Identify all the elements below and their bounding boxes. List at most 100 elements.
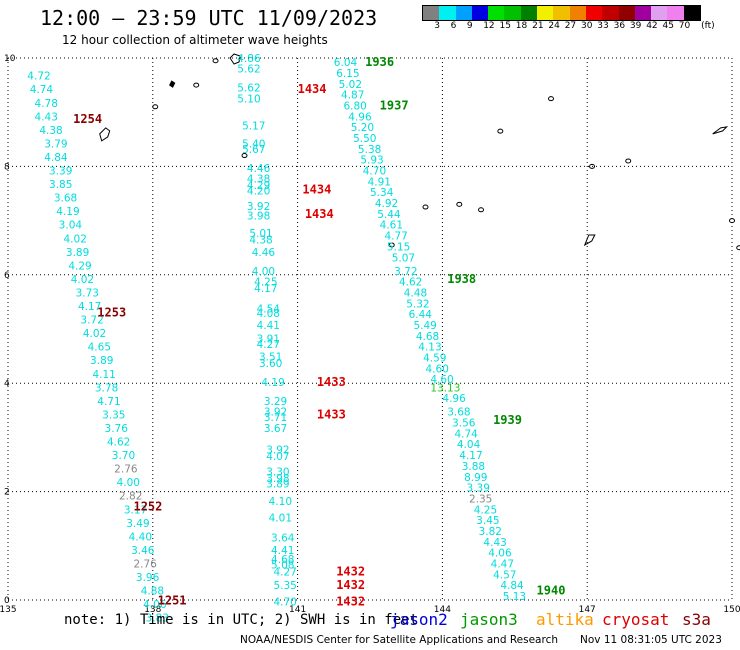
wave-height-value: 4.25 [474, 504, 497, 516]
pass-time-label: 1252 [133, 500, 162, 514]
wave-height-value: 3.70 [112, 450, 135, 462]
legend-tick-label: 15 [499, 21, 511, 31]
wave-height-value: 3.49 [126, 518, 149, 530]
wave-height-value: 4.06 [143, 599, 167, 611]
wave-height-value: 4.17 [78, 301, 101, 313]
wave-height-value: 4.74 [454, 428, 478, 440]
wave-height-value: 5.32 [406, 298, 429, 310]
island-outline [388, 242, 395, 248]
wave-height-value: 4.62 [107, 437, 130, 449]
wave-height-value: 5.40 [242, 138, 265, 150]
satellite-jason3: jason3 [460, 610, 518, 629]
x-tick-label: 135 [0, 605, 17, 615]
wave-height-value: 4.27 [257, 339, 280, 351]
wave-height-value: 3.72 [80, 315, 103, 327]
wave-height-value: 4.88 [141, 586, 164, 598]
legend-swatch-10 [585, 6, 603, 20]
wave-height-value: 3.89 [266, 478, 289, 490]
legend-swatch-16 [683, 6, 701, 20]
legend-swatch-4 [488, 6, 505, 20]
wave-height-value: 4.91 [368, 176, 391, 188]
pass-time-label: 1433 [317, 407, 346, 421]
timestamp: Nov 11 08:31:05 UTC 2023 [580, 634, 722, 646]
pass-time-label: 1939 [493, 413, 522, 427]
satellite-s3a: s3a [682, 610, 711, 629]
wave-height-value: 4.60 [426, 363, 449, 375]
wave-height-value: 6.15 [336, 68, 359, 80]
legend-tick-label: 45 [662, 21, 674, 31]
wave-height-value: 3.89 [90, 355, 113, 367]
wave-height-value: 3.76 [105, 423, 129, 435]
wave-height-value: 4.41 [257, 320, 280, 332]
island-outline [548, 96, 554, 102]
island-outline [583, 234, 596, 247]
pass-time-label: 1940 [537, 584, 566, 598]
wave-height-value: 3.71 [264, 412, 287, 424]
wave-height-value: 5.07 [392, 252, 415, 264]
color-scale-legend [422, 5, 702, 21]
legend-swatch-2 [455, 6, 472, 20]
y-tick-label: 10 [4, 54, 16, 64]
island-outline [99, 127, 111, 142]
wave-height-value: 3.35 [102, 409, 125, 421]
island-outline [212, 58, 219, 64]
y-tick-label: 2 [4, 488, 10, 498]
wave-height-value: 5.38 [358, 144, 381, 156]
wave-height-value: 4.59 [423, 353, 446, 365]
wave-height-value: 3.89 [66, 247, 89, 259]
legend-swatch-1 [439, 6, 456, 20]
wave-height-value: 5.62 [237, 64, 260, 76]
wave-height-value: 13.13 [430, 382, 460, 394]
wave-height-value: 6.44 [409, 309, 433, 321]
wave-height-value: 4.60 [430, 374, 453, 386]
wave-height-value: 3.64 [271, 532, 295, 544]
wave-height-value: 4.62 [399, 277, 422, 289]
island-outline [229, 53, 241, 65]
wave-height-value: 4.65 [88, 342, 111, 354]
wave-height-value: 3.68 [54, 193, 77, 205]
wave-height-value: 5.93 [360, 155, 383, 167]
island-outline [712, 126, 729, 135]
wave-height-value: 3.79 [44, 138, 67, 150]
wave-height-value: 3.17 [124, 504, 147, 516]
y-tick-label: 4 [4, 379, 10, 389]
island-outline [589, 163, 596, 169]
wave-height-value: 4.10 [269, 496, 292, 508]
wave-height-value: 4.25 [254, 277, 277, 289]
wave-height-value: 4.04 [457, 439, 481, 451]
wave-height-value: 4.48 [404, 287, 427, 299]
y-tick-label: 0 [4, 596, 10, 606]
legend-tick-label: 12 [483, 21, 495, 31]
wave-height-value: 4.02 [71, 274, 94, 286]
wave-height-value: 4.68 [271, 554, 294, 566]
legend-swatch-3 [471, 6, 489, 20]
wave-height-value: 4.17 [254, 283, 277, 295]
legend-swatch-15 [667, 6, 684, 20]
wave-height-value: 4.46 [247, 163, 271, 175]
legend-tick-label: 21 [532, 21, 544, 31]
wave-height-value: 4.00 [252, 266, 275, 278]
wave-height-value: 3.92 [266, 445, 289, 457]
wave-height-value: 4.08 [257, 308, 280, 320]
wave-height-value: 3.45 [476, 515, 499, 527]
legend-tick-label: 6 [450, 21, 457, 31]
wave-height-value: 4.41 [271, 545, 294, 557]
wave-height-value: 2.76 [114, 464, 138, 476]
island-outline [736, 245, 740, 251]
x-tick-label: 141 [289, 605, 306, 615]
pass-time-label: 1253 [97, 306, 126, 320]
legend-tick-label: 70 [678, 21, 691, 31]
wave-height-value: 4.19 [261, 377, 284, 389]
legend-swatch-6 [520, 6, 538, 20]
page-title: 12:00 — 23:59 UTC 11/09/2023 [40, 6, 378, 30]
pass-time-label: 1936 [365, 55, 394, 69]
pass-time-label: 1434 [302, 183, 331, 197]
pass-time-label: 1938 [447, 272, 476, 286]
legend-tick-label: 36 [613, 21, 626, 31]
wave-height-value: 5.08 [271, 560, 294, 572]
wave-height-value: 4.38 [249, 234, 272, 246]
island-outline [729, 218, 735, 224]
wave-height-value: 4.02 [64, 233, 87, 245]
